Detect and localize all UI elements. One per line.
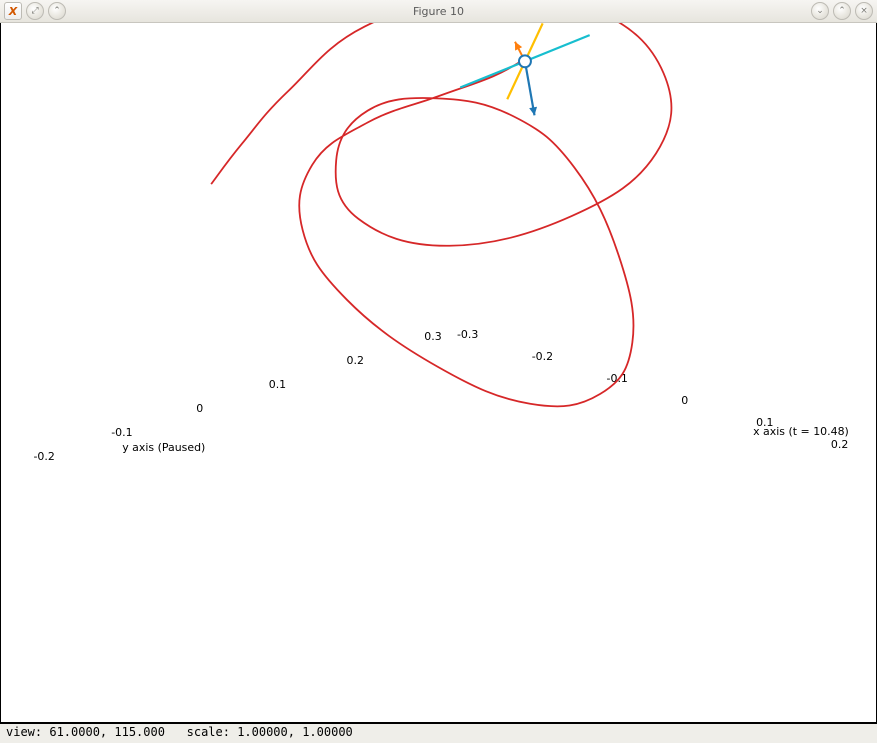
figure-window: X ⤢ ⌃ Figure 10 ⌄ ⌃ × 0.30.40.50.60.7-0.…: [0, 0, 877, 743]
svg-text:0.2: 0.2: [831, 438, 848, 451]
trajectory-line: [211, 23, 671, 406]
window-title: Figure 10: [413, 5, 464, 18]
status-bar: view: 61.0000, 115.000 scale: 1.00000, 1…: [0, 722, 877, 743]
svg-text:-0.2: -0.2: [33, 450, 54, 463]
x-axis-label: x axis (t = 10.48): [753, 425, 849, 438]
app-icon: X: [4, 2, 22, 20]
y-axis-label: y axis (Paused): [122, 441, 205, 454]
svg-text:0: 0: [681, 394, 688, 407]
end-marker: [519, 55, 531, 67]
svg-text:-0.1: -0.1: [607, 372, 628, 385]
plot-canvas[interactable]: 0.30.40.50.60.7-0.3-0.2-0.100.10.20.3-0.…: [0, 23, 877, 722]
triad-vz-arrow: [529, 107, 537, 116]
svg-text:0: 0: [196, 402, 203, 415]
minimize-button[interactable]: ⌄: [811, 2, 829, 20]
titlebar-expand-button[interactable]: ⤢: [26, 2, 44, 20]
titlebar-rollup-button[interactable]: ⌃: [48, 2, 66, 20]
svg-text:0.2: 0.2: [347, 354, 364, 367]
svg-text:-0.3: -0.3: [457, 328, 478, 341]
svg-text:-0.1: -0.1: [111, 426, 132, 439]
svg-text:-0.2: -0.2: [532, 350, 553, 363]
svg-text:0.1: 0.1: [269, 378, 286, 391]
triad-vz: [525, 61, 535, 115]
svg-text:0.3: 0.3: [424, 330, 441, 343]
maximize-button[interactable]: ⌃: [833, 2, 851, 20]
titlebar[interactable]: X ⤢ ⌃ Figure 10 ⌄ ⌃ ×: [0, 0, 877, 23]
close-button[interactable]: ×: [855, 2, 873, 20]
plot-svg: 0.30.40.50.60.7-0.3-0.2-0.100.10.20.3-0.…: [1, 23, 876, 722]
